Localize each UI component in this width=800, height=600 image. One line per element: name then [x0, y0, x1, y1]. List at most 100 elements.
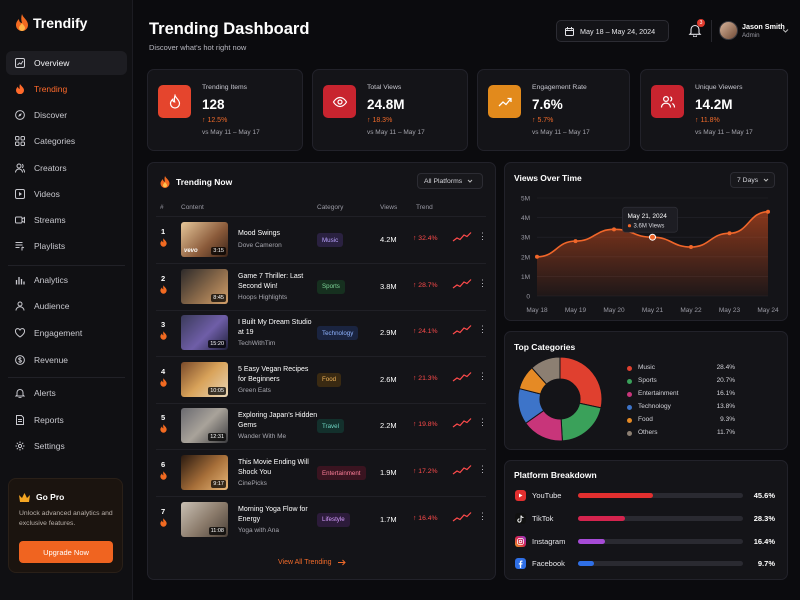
row-divider	[156, 402, 486, 404]
row-rank: 5	[161, 413, 166, 423]
time-range-select[interactable]: 7 Days	[730, 172, 775, 188]
row-rank: 4	[161, 366, 166, 376]
video-duration: 9:17	[211, 480, 226, 488]
more-options-icon[interactable]: ⋮	[478, 417, 487, 428]
sidebar-item-reports[interactable]: Reports	[6, 408, 127, 432]
row-rank: 7	[161, 506, 166, 516]
row-views: 4.2M	[380, 235, 397, 244]
data-point	[649, 233, 656, 241]
data-point	[612, 227, 616, 232]
legend-swatch	[627, 405, 632, 410]
legend-label: Entertainment	[638, 390, 679, 397]
user-name[interactable]: Jason Smith	[742, 22, 785, 31]
row-rank: 6	[161, 460, 166, 469]
donut-slice	[559, 356, 603, 409]
flame-icon	[160, 284, 167, 296]
more-options-icon[interactable]: ⋮	[478, 231, 487, 241]
overview-icon	[15, 58, 25, 68]
audience-icon	[15, 301, 25, 311]
more-options-icon[interactable]: ⋮	[478, 277, 487, 288]
sidebar-item-analytics[interactable]: Analytics	[6, 268, 127, 292]
date-range-picker[interactable]: May 18 – May 24, 2024	[556, 20, 669, 42]
sidebar-item-label: Categories	[34, 136, 76, 146]
row-trend-value: 32.4%	[418, 235, 438, 242]
platform-percent: 28.3%	[753, 514, 775, 523]
notification-bell-icon[interactable]	[688, 23, 702, 37]
trend-sparkline	[452, 418, 472, 428]
row-divider	[156, 309, 486, 311]
chevron-down-icon	[763, 178, 769, 182]
sidebar-item-videos[interactable]: Videos	[6, 182, 127, 206]
video-title[interactable]: I Built My Dream Studio at 19	[238, 319, 312, 337]
stat-label: Engagement Rate	[532, 84, 587, 91]
platform-filter-select[interactable]: All Platforms	[417, 173, 483, 189]
video-thumbnail[interactable]: 15:20	[181, 315, 228, 351]
view-all-trending-link[interactable]: View All Trending	[278, 559, 346, 566]
video-thumbnail[interactable]: 8:45	[181, 268, 228, 304]
sidebar-item-engagement[interactable]: Engagement	[6, 321, 127, 345]
table-row[interactable]: 2 8:45 Game 7 Thriller: Last Second Win!…	[148, 264, 494, 311]
legend-item: Food 9.3%	[627, 415, 735, 427]
video-title[interactable]: Exploring Japan's Hidden Gems	[238, 412, 318, 430]
video-thumbnail[interactable]: vevo 3:15	[181, 222, 228, 257]
dollar-icon	[15, 355, 25, 365]
video-title[interactable]: Morning Yoga Flow for Energy	[238, 505, 308, 523]
chevron-down-icon	[467, 179, 473, 183]
x-tick-label: May 22	[680, 307, 702, 314]
table-divider	[156, 216, 486, 217]
video-thumbnail[interactable]: 11:08	[181, 501, 228, 537]
upgrade-now-button[interactable]: Upgrade Now	[19, 541, 113, 563]
go-pro-title-text: Go Pro	[36, 492, 65, 502]
table-row[interactable]: 6 9:17 This Movie Ending Will Shock You …	[148, 450, 494, 497]
sidebar-item-trending[interactable]: Trending	[6, 77, 127, 101]
avatar[interactable]	[719, 21, 738, 40]
video-thumbnail[interactable]: 12:31	[181, 408, 228, 444]
platform-bar-track	[578, 493, 743, 498]
sidebar-item-settings[interactable]: Settings	[6, 434, 127, 458]
views-over-time-title: Views Over Time	[514, 173, 582, 183]
video-thumbnail[interactable]: 9:17	[181, 455, 228, 490]
more-options-icon[interactable]: ⋮	[478, 510, 487, 521]
stat-compare: vs May 11 – May 17	[367, 129, 425, 136]
more-options-icon[interactable]: ⋮	[478, 324, 487, 335]
sidebar: Trendify Overview Trending Discover Cate…	[0, 0, 133, 600]
table-row[interactable]: 1 vevo 3:15 Mood Swings Dove Cameron Mus…	[148, 217, 494, 264]
row-views: 1.9M	[380, 468, 397, 477]
sidebar-item-label: Audience	[34, 301, 70, 311]
video-title[interactable]: This Movie Ending Will Shock You	[238, 459, 309, 476]
sidebar-item-categories[interactable]: Categories	[6, 129, 127, 153]
table-row[interactable]: 7 11:08 Morning Yoga Flow for Energy Yog…	[148, 497, 494, 544]
legend-percent: 20.7%	[716, 377, 735, 384]
legend-swatch	[627, 431, 632, 436]
stat-change: ↑ 12.5%	[202, 117, 227, 124]
sidebar-item-creators[interactable]: Creators	[6, 156, 127, 180]
data-point	[535, 254, 539, 259]
brand-logo[interactable]: Trendify	[15, 14, 87, 32]
views-area-chart: 0 1M 2M 3M 4M 5M May 18 May 19 May 20 May 21 May 2…	[521, 196, 779, 315]
sidebar-item-discover[interactable]: Discover	[6, 103, 127, 127]
sidebar-item-audience[interactable]: Audience	[6, 294, 127, 318]
sidebar-item-streams[interactable]: Streams	[6, 208, 127, 232]
table-row[interactable]: 5 12:31 Exploring Japan's Hidden Gems Wa…	[148, 403, 494, 450]
legend-percent: 13.8%	[716, 403, 735, 410]
y-tick-label: 3M	[521, 235, 530, 242]
video-title[interactable]: Game 7 Thriller: Last Second Win!	[238, 272, 304, 290]
more-options-icon[interactable]: ⋮	[478, 464, 487, 474]
table-row[interactable]: 4 10:05 5 Easy Vegan Recipes for Beginne…	[148, 357, 494, 404]
table-row[interactable]: 3 15:20 I Built My Dream Studio at 19 Te…	[148, 310, 494, 357]
stat-icon-box	[651, 85, 684, 118]
legend-swatch	[627, 366, 632, 371]
stat-change-value: 18.3%	[372, 117, 393, 124]
video-title[interactable]: Mood Swings	[238, 230, 281, 237]
sidebar-item-playlists[interactable]: Playlists	[6, 234, 127, 258]
video-thumbnail[interactable]: 10:05	[181, 361, 228, 397]
sidebar-item-alerts[interactable]: Alerts	[6, 381, 127, 405]
more-options-icon[interactable]: ⋮	[478, 370, 487, 381]
sidebar-item-revenue[interactable]: Revenue	[6, 348, 127, 372]
category-badge: Sports	[317, 279, 345, 294]
video-title[interactable]: 5 Easy Vegan Recipes for Beginners	[238, 365, 309, 383]
sidebar-item-overview[interactable]: Overview	[6, 51, 127, 75]
column-header-content: Content	[181, 204, 204, 211]
chevron-down-icon[interactable]	[782, 27, 789, 34]
